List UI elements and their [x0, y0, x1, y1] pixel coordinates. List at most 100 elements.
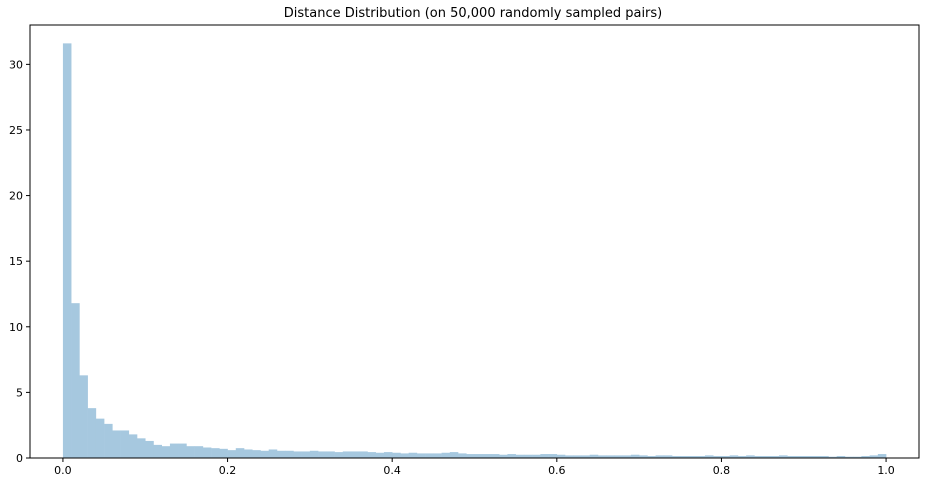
histogram-bar [137, 438, 146, 458]
histogram-bar [672, 456, 681, 458]
histogram-bar [87, 408, 97, 458]
histogram-bar [630, 454, 640, 458]
histogram-bar [244, 449, 253, 458]
x-tick-label: 0.0 [54, 464, 72, 477]
histogram-bar [169, 443, 179, 458]
histogram-bar [754, 456, 763, 458]
histogram-bar [581, 455, 591, 458]
bars-layer [62, 43, 887, 459]
histogram-bar [523, 454, 533, 458]
histogram-bar [729, 455, 739, 458]
histogram-bar [828, 456, 837, 458]
histogram-bar [375, 452, 385, 458]
histogram-bar [762, 456, 772, 458]
histogram-bar [811, 456, 821, 458]
y-tick-label: 30 [9, 58, 23, 71]
histogram-bar [383, 452, 393, 458]
histogram-bar [614, 455, 623, 458]
histogram-bar [639, 455, 648, 458]
y-tick-label: 10 [9, 321, 23, 334]
histogram-bar [392, 452, 401, 458]
histogram-bar [268, 449, 278, 458]
y-tick-label: 25 [9, 124, 23, 137]
histogram-bar [877, 454, 887, 458]
histogram-bar [433, 453, 442, 458]
histogram-bar [425, 453, 434, 458]
y-tick-label: 20 [9, 190, 23, 203]
histogram-bar [787, 456, 796, 458]
histogram-bar [565, 455, 574, 458]
histogram-bar [285, 450, 294, 458]
histogram-bar [260, 450, 270, 458]
histogram-bar [548, 454, 558, 458]
histogram-bar [803, 456, 813, 458]
histogram-bar [622, 455, 632, 458]
histogram-bar [515, 454, 525, 458]
y-axis: 0 5 10 15 20 25 30 [9, 58, 30, 465]
histogram-bar [400, 453, 409, 458]
histogram-bar [770, 456, 780, 458]
histogram-bar [540, 454, 549, 458]
histogram-bar [696, 456, 706, 458]
histogram-bar [104, 423, 113, 458]
histogram-bar [861, 456, 870, 458]
histogram-bar [606, 455, 615, 458]
histogram-bar [153, 444, 162, 458]
histogram-bar [556, 454, 566, 458]
histogram-bar [71, 303, 80, 458]
histogram-bar [178, 443, 187, 458]
histogram-bar [202, 447, 212, 458]
histogram-bar [128, 434, 138, 458]
histogram-bar [836, 456, 846, 458]
x-tick-label: 1.0 [877, 464, 895, 477]
histogram-bar [869, 455, 879, 458]
histogram-bar [367, 452, 377, 458]
histogram-bar [326, 451, 335, 458]
histogram-bar [853, 456, 862, 458]
histogram-bar [318, 451, 327, 458]
histogram-bar [186, 446, 195, 458]
y-tick-label: 15 [9, 255, 23, 268]
histogram-bar [95, 418, 105, 458]
histogram-bar [688, 456, 698, 458]
histogram-bar [359, 451, 368, 458]
histogram-bar [532, 454, 541, 458]
x-tick-label: 0.8 [713, 464, 731, 477]
histogram-bar [161, 446, 171, 458]
histogram-bar [844, 456, 854, 458]
histogram-bar [499, 454, 508, 458]
histogram-bar [334, 452, 344, 458]
histogram-bar [194, 446, 204, 458]
histogram-bar [746, 455, 755, 458]
histogram-bar [309, 450, 319, 458]
histogram-bar [342, 451, 352, 458]
histogram-bar [779, 455, 788, 458]
histogram-bar [293, 451, 302, 458]
histogram-bar [597, 455, 607, 458]
histogram-bar [655, 455, 665, 458]
histogram-bar [589, 454, 599, 458]
histogram-bar [227, 450, 237, 458]
histogram-bar [219, 448, 228, 458]
histogram-bar [458, 453, 467, 458]
histogram-bar [721, 456, 730, 458]
x-axis: 0.0 0.2 0.4 0.6 0.8 1.0 [54, 458, 895, 477]
histogram-bar [663, 455, 673, 458]
histogram-bar [573, 455, 582, 458]
histogram-bar [482, 454, 492, 458]
histogram-bar [466, 454, 475, 458]
y-tick-label: 0 [16, 452, 23, 465]
histogram-bar [820, 456, 829, 458]
histogram-bar [704, 455, 714, 458]
x-tick-label: 0.4 [383, 464, 401, 477]
histogram-bar [441, 452, 451, 458]
histogram-bar [120, 430, 130, 458]
histogram-bar [235, 448, 245, 458]
histogram-bar [62, 43, 72, 459]
y-tick-label: 5 [16, 386, 23, 399]
histogram-bar [351, 451, 360, 458]
histogram-bar [416, 453, 426, 458]
x-tick-label: 0.2 [219, 464, 237, 477]
histogram-bar [474, 454, 484, 458]
histogram-bar [647, 456, 656, 458]
